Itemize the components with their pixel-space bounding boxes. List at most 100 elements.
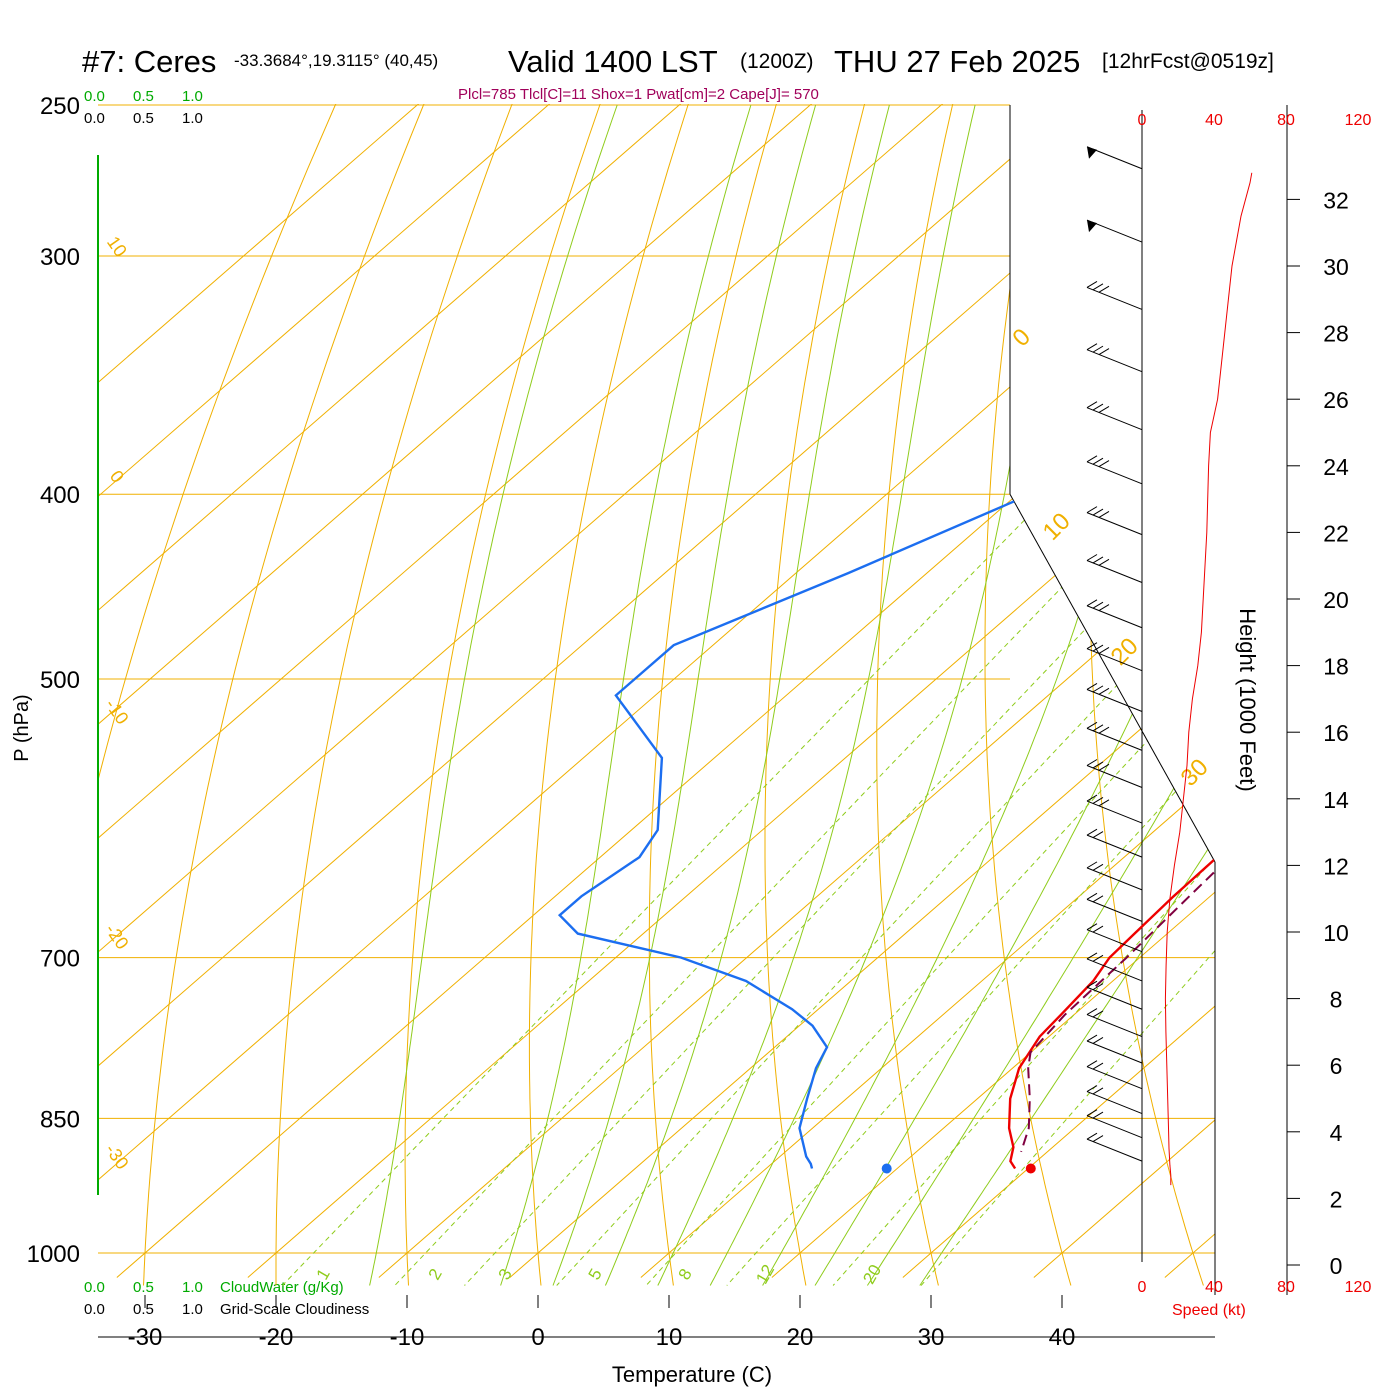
wind-barb-staff <box>1086 560 1143 583</box>
wind-barb <box>1086 1109 1143 1139</box>
cloudwater-tick-top: 0.5 <box>133 88 154 105</box>
pressure-tick-label: 400 <box>40 482 80 509</box>
dry-adiabat-label: 0 <box>106 467 128 487</box>
wind-barb-staff <box>1086 648 1143 672</box>
wind-barb-feather <box>1086 1109 1098 1117</box>
dry-adiabat-line <box>1089 104 1204 1286</box>
wind-barb-feather <box>1086 1060 1098 1068</box>
wind-barb-staff <box>1086 407 1143 431</box>
mixing-ratio-line <box>282 493 1051 1286</box>
dry-adiabat-line <box>764 104 874 1286</box>
valid-date: THU 27 Feb 2025 <box>834 44 1080 79</box>
wind-barb <box>1086 683 1143 712</box>
moist-adiabat-line <box>552 104 817 1286</box>
wind-barb <box>1086 1085 1143 1114</box>
wind-barb-feather <box>1086 642 1098 650</box>
pressure-tick-label: 700 <box>40 946 80 973</box>
wind-barb-feather <box>1086 794 1098 802</box>
height-tick-label: 6 <box>1330 1053 1343 1079</box>
wind-barb-feather <box>1092 1010 1104 1018</box>
temperature-profile <box>1007 158 1215 1170</box>
dry-adiabat-label: -30 <box>101 1140 132 1173</box>
speed-axis-title: Speed (kt) <box>1172 1302 1246 1319</box>
height-tick-label: 20 <box>1323 587 1349 613</box>
isotherm-line <box>247 104 1215 1278</box>
wind-barb-feather <box>1086 683 1098 690</box>
height-tick-label: 2 <box>1330 1186 1343 1212</box>
isotherm-line <box>640 104 1215 1278</box>
temperature-tick-label: 30 <box>918 1324 945 1351</box>
wind-barb-feather <box>1086 892 1098 900</box>
moist-adiabat-line <box>709 104 1077 1286</box>
parcel-profile <box>1020 227 1215 1153</box>
isotherm-line <box>98 104 457 1278</box>
wind-barb-feather <box>1098 687 1110 695</box>
wind-barb-staff <box>1086 461 1143 485</box>
wind-barb <box>1086 506 1143 536</box>
dry-adiabat-line <box>275 104 526 1286</box>
cloudwater-label: CloudWater (g/Kg) <box>220 1279 344 1296</box>
wind-barb <box>1086 892 1143 922</box>
isotherm-line <box>378 104 1215 1278</box>
speed-tick-label-top: 80 <box>1277 112 1295 129</box>
height-tick-label: 8 <box>1330 987 1343 1013</box>
temperature-tick-label: 40 <box>1049 1324 1076 1351</box>
dry-adiabat-line <box>1190 104 1215 1286</box>
dry-adiabat-line <box>984 104 1072 1286</box>
wind-barb-feather <box>1092 1087 1104 1095</box>
speed-tick-label-bottom: 0 <box>1138 1279 1147 1296</box>
thermo-background-lines <box>98 104 1215 1286</box>
cloudiness-tick-top: 1.0 <box>182 110 203 127</box>
wind-barb-feather <box>1098 348 1110 355</box>
height-tick-label: 12 <box>1323 853 1349 879</box>
frame-diagonal <box>1009 493 1216 863</box>
temperature-tick-label: -10 <box>390 1324 425 1351</box>
mixing-ratio-line <box>645 493 1215 1286</box>
wind-barb-feather <box>1092 983 1104 991</box>
wind-barb <box>1086 1060 1143 1090</box>
wind-barb-staff <box>1086 605 1143 629</box>
dewpoint-profile <box>557 158 1215 1169</box>
wind-barb-feather <box>1092 761 1104 769</box>
wind-barb-feather <box>1092 685 1104 693</box>
dry-adiabat-line <box>528 104 700 1286</box>
cloudwater-tick-bottom: 1.0 <box>182 1279 203 1296</box>
speed-tick-label-bottom: 120 <box>1345 1279 1372 1296</box>
pressure-tick-label: 850 <box>40 1106 80 1133</box>
mixing-ratio-label: 8 <box>675 1265 696 1283</box>
isotherm-line <box>902 104 1215 1278</box>
isotherm-line <box>98 104 981 1278</box>
moist-adiabat-line <box>369 104 618 1286</box>
height-tick-label: 16 <box>1323 720 1349 746</box>
wind-barb-flag <box>1087 220 1097 233</box>
speed-tick-label-bottom: 40 <box>1205 1279 1223 1296</box>
height-tick-label: 24 <box>1323 454 1349 480</box>
dry-adiabat-line <box>876 104 961 1286</box>
isotherm-line <box>509 104 1215 1278</box>
wind-barb-staff <box>1086 867 1143 891</box>
mixing-ratio-line <box>726 493 1215 1286</box>
valid-zulu: (1200Z) <box>740 50 814 73</box>
stability-indices: Plcl=785 Tlcl[C]=11 Shox=1 Pwat[cm]=2 Ca… <box>458 86 819 103</box>
mixing-ratio-label: 3 <box>495 1265 516 1283</box>
mixing-ratio-line <box>394 493 1152 1286</box>
wind-barb-feather <box>1086 1034 1098 1042</box>
mixing-ratio-label: 2 <box>425 1265 446 1283</box>
wind-barb <box>1086 759 1143 788</box>
dry-adiabat-line <box>404 104 613 1286</box>
forecast-label: [12hrFcst@0519z] <box>1102 50 1274 73</box>
mixing-ratio-line <box>832 493 1215 1286</box>
wind-barb-staff <box>1086 1138 1143 1162</box>
height-tick-label: 0 <box>1330 1253 1343 1279</box>
wind-barb-feather <box>1092 457 1104 465</box>
wind-barb-staff <box>1086 986 1143 1010</box>
wind-barb-feather <box>1086 343 1098 351</box>
wind-barb <box>1086 146 1143 170</box>
wind-barb-feather <box>1092 508 1104 516</box>
x-axis-title: Temperature (C) <box>612 1362 772 1387</box>
wind-barb-feather <box>1092 724 1104 732</box>
isotherm-line <box>98 104 1112 1278</box>
wind-barb <box>1086 923 1143 953</box>
cloudwater-tick-bottom: 0.5 <box>133 1279 154 1296</box>
